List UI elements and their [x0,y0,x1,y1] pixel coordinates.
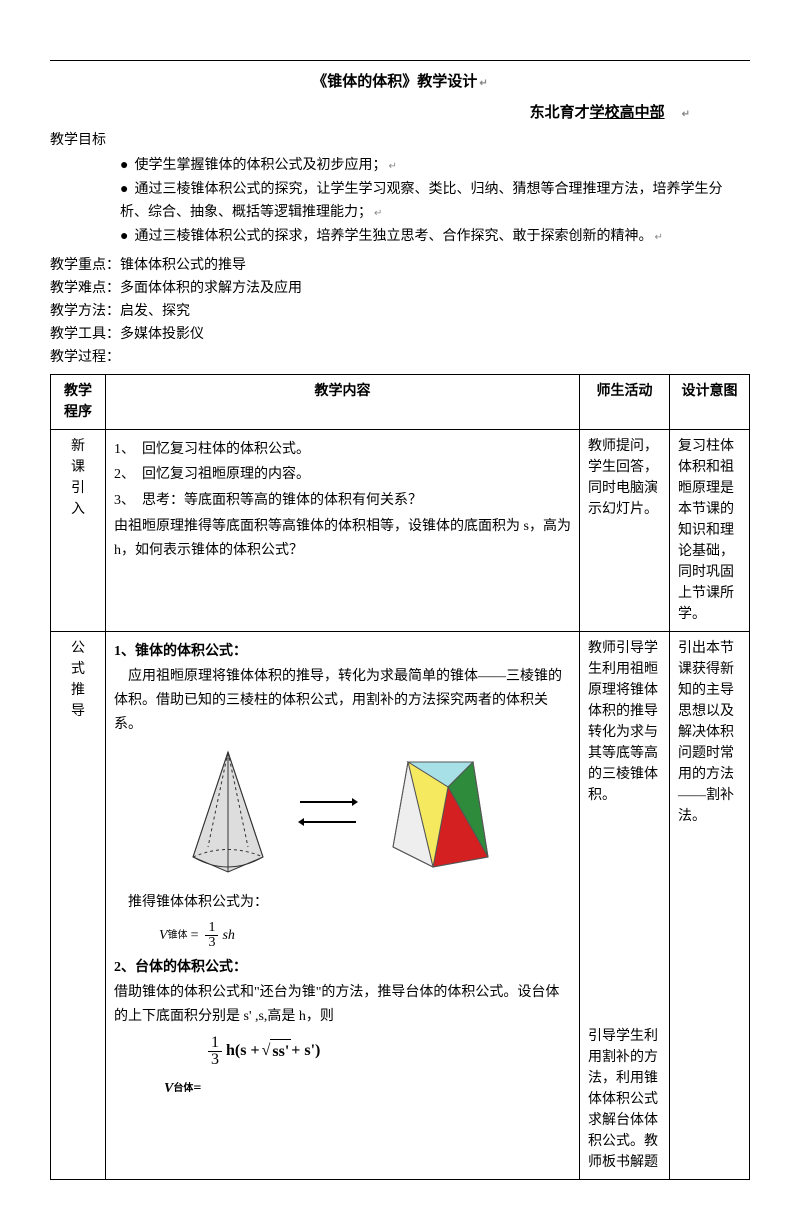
content-subhead: 1、锥体的体积公式： [114,640,571,664]
pyramid-icon [178,747,278,877]
fraction-icon: 13 [205,921,218,950]
pyramid-diagram [114,747,571,877]
th-activity: 师生活动 [580,374,670,429]
goal-text: 使学生掌握锥体的体积公式及初步应用； [134,158,386,173]
goal-item: 通过三棱锥体积公式的探究，让学生学习观察、类比、归纳、猜想等合理推理方法，培养学… [120,179,750,224]
goal-text: 通过三棱锥体积公式的探求，培养学生独立思考、合作探究、敢于探索创新的精神。 [134,229,652,244]
goals-heading: 教学目标 [50,130,750,151]
cone-volume-formula: V锥体 = 13 sh [114,921,571,950]
method-row: 教学方法：启发、探究 [50,301,750,322]
emphasis-row: 教学重点：锥体体积公式的推导 [50,255,750,276]
subtitle: 东北育才学校高中部 [50,102,750,125]
formula-subscript: 锥体 [168,928,188,943]
frustum-volume-formula: 13 h(s + √ss' + s') V 台体 = [114,1035,571,1099]
prog-char: 引 [59,478,97,499]
bidirectional-arrows-icon [298,795,358,829]
formula-term: + s') [291,1039,320,1063]
content-subhead: 2、台体的体积公式： [114,956,571,980]
activity-cell: 教师引导学生利用祖暅原理将锥体体积的推导转化为求与其等底等高的三棱锥体积。 引导… [580,631,670,1179]
prog-char: 新 [59,436,97,457]
activity-text: 引导学生利用割补的方法，利用锥体体积公式求解台体体积公式。教师板书解题 [588,1026,661,1173]
formula-intro: 推得锥体体积公式为： [114,891,571,915]
prog-char: 推 [59,680,97,701]
equals-sign: = [193,1078,201,1099]
content-line: 3、 思考：等底面积等高的锥体的体积有何关系？ [114,489,571,513]
table-row: 新 课 引 入 1、 回忆复习柱体的体积公式。 2、 回忆复习祖暅原理的内容。 … [51,429,750,631]
prog-char: 导 [59,701,97,722]
goal-item: 通过三棱锥体积公式的探求，培养学生独立思考、合作探究、敢于探索创新的精神。 [120,226,750,248]
content-line: 2、 回忆复习祖暅原理的内容。 [114,463,571,487]
fraction-icon: 13 [208,1035,222,1068]
content-paragraph: 应用祖暅原理将锥体体积的推导，转化为求最简单的锥体——三棱锥的体积。借助已知的三… [114,665,571,736]
activity-text: 教师引导学生利用祖暅原理将锥体体积的推导转化为求与其等底等高的三棱锥体积。 [588,638,661,806]
content-cell: 1、 回忆复习柱体的体积公式。 2、 回忆复习祖暅原理的内容。 3、 思考：等底… [106,429,580,631]
prog-char: 式 [59,659,97,680]
prog-char: 入 [59,499,97,520]
goals-list: 使学生掌握锥体的体积公式及初步应用； 通过三棱锥体积公式的探究，让学生学习观察、… [50,155,750,249]
paragraph-mark-icon [680,105,690,121]
denominator: 3 [205,936,218,950]
title-text: 《锥体的体积》教学设计 [312,74,477,90]
difficulty-value: 多面体体积的求解方法及应用 [120,281,302,296]
formula-subscript: 台体 [173,1081,193,1096]
paragraph-mark-icon [386,158,396,173]
tools-row: 教学工具：多媒体投影仪 [50,324,750,345]
prism-decomposition-icon [378,747,508,877]
emphasis-value: 锥体体积公式的推导 [120,258,246,273]
method-label: 教学方法： [50,304,120,319]
page-title: 《锥体的体积》教学设计 [50,71,750,94]
formula-V: V [159,925,168,946]
paragraph-mark-icon [477,74,487,90]
prog-cell: 公 式 推 导 [51,631,106,1179]
tools-label: 教学工具： [50,327,120,342]
table-row: 公 式 推 导 1、锥体的体积公式： 应用祖暅原理将锥体体积的推导，转化为求最简… [51,631,750,1179]
content-cell: 1、锥体的体积公式： 应用祖暅原理将锥体体积的推导，转化为求最简单的锥体——三棱… [106,631,580,1179]
prog-cell: 新 课 引 入 [51,429,106,631]
content-line: 1、 回忆复习柱体的体积公式。 [114,438,571,462]
equals-sign: = [191,925,199,946]
subtitle-prefix: 东北育才 [530,105,590,121]
prog-char: 课 [59,457,97,478]
formula-V: V [164,1078,173,1099]
top-rule [50,60,750,61]
th-program: 教学程序 [51,374,106,429]
prog-char: 公 [59,638,97,659]
sqrt-term: ss' [270,1039,291,1064]
content-paragraph: 借助锥体的体积公式和"还台为锥"的方法，推导台体的体积公式。设台体的上下底面积分… [114,981,571,1029]
difficulty-label: 教学难点： [50,281,120,296]
paragraph-mark-icon [372,205,382,220]
intent-cell: 复习柱体体积和祖暅原理是本节课的知识和理论基础，同时巩固上节课所学。 [670,429,750,631]
lesson-table: 教学程序 教学内容 师生活动 设计意图 新 课 引 入 1、 回忆复习柱体的体积… [50,374,750,1180]
numerator: 1 [208,1035,222,1052]
goal-item: 使学生掌握锥体的体积公式及初步应用； [120,155,750,177]
denominator: 3 [208,1052,222,1068]
difficulty-row: 教学难点：多面体体积的求解方法及应用 [50,278,750,299]
tools-value: 多媒体投影仪 [120,327,204,342]
goal-text: 通过三棱锥体积公式的探究，让学生学习观察、类比、归纳、猜想等合理推理方法，培养学… [120,182,722,219]
paragraph-mark-icon [652,229,662,244]
th-intent: 设计意图 [670,374,750,429]
intent-cell: 引出本节课获得新知的主导思想以及解决体积问题时常用的方法——割补法。 [670,631,750,1179]
content-line: 由祖暅原理推得等底面积等高锥体的体积相等，设锥体的底面积为 s，高为 h，如何表… [114,515,571,563]
subtitle-underlined: 学校高中部 [590,105,665,121]
method-value: 启发、探究 [120,304,190,319]
th-content: 教学内容 [106,374,580,429]
process-heading: 教学过程： [50,347,750,368]
formula-term: h(s + [226,1039,260,1063]
numerator: 1 [205,921,218,936]
activity-cell: 教师提问，学生回答，同时电脑演示幻灯片。 [580,429,670,631]
emphasis-label: 教学重点： [50,258,120,273]
formula-sh: sh [222,925,234,946]
table-header-row: 教学程序 教学内容 师生活动 设计意图 [51,374,750,429]
